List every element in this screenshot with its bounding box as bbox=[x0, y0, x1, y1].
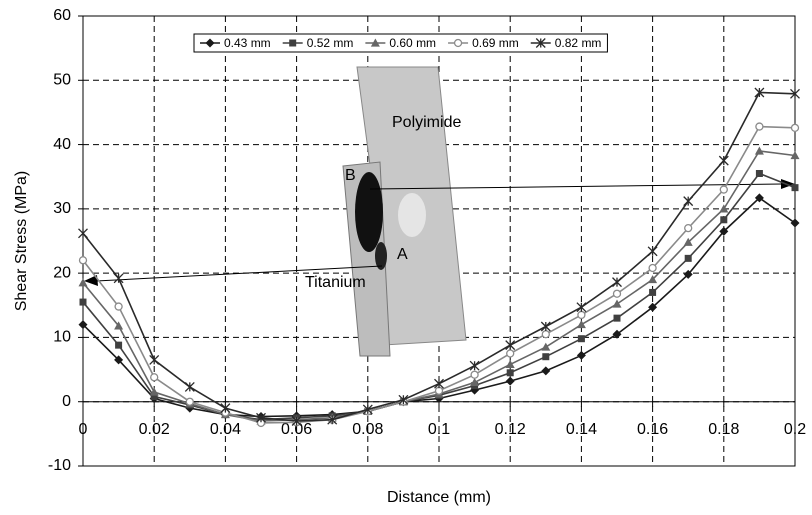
x-tick-label: 0.04 bbox=[210, 421, 241, 438]
legend-label: 0.52 mm bbox=[307, 36, 354, 50]
legend-label: 0.82 mm bbox=[555, 36, 602, 50]
data-point bbox=[614, 315, 621, 322]
data-point bbox=[542, 331, 549, 338]
y-tick-label: 60 bbox=[53, 7, 71, 24]
legend-label: 0.43 mm bbox=[224, 36, 271, 50]
data-point bbox=[614, 290, 621, 297]
data-point bbox=[115, 303, 122, 310]
data-point bbox=[115, 342, 122, 349]
data-point bbox=[578, 335, 585, 342]
legend-label: 0.60 mm bbox=[389, 36, 436, 50]
data-point bbox=[649, 289, 656, 296]
x-tick-label: 0.1 bbox=[428, 421, 450, 438]
x-tick-label: 0 bbox=[79, 421, 88, 438]
y-tick-label: 40 bbox=[53, 136, 71, 153]
legend: 0.43 mm 0.52 mm 0.60 mm 0.69 mm 0.82 mm bbox=[194, 34, 607, 52]
data-point bbox=[507, 350, 514, 357]
legend-marker bbox=[455, 40, 462, 47]
x-tick-label: 0.14 bbox=[566, 421, 597, 438]
data-point bbox=[471, 371, 478, 378]
y-tick-label: 30 bbox=[53, 200, 71, 217]
data-point bbox=[685, 225, 692, 232]
annotation: B bbox=[345, 167, 356, 184]
data-point bbox=[720, 216, 727, 223]
stress-region bbox=[398, 193, 426, 237]
data-point bbox=[436, 387, 443, 394]
x-tick-label: 0.02 bbox=[139, 421, 170, 438]
data-point bbox=[792, 124, 799, 131]
x-tick-label: 0.08 bbox=[352, 421, 383, 438]
y-tick-label: 0 bbox=[62, 393, 71, 410]
data-point bbox=[80, 257, 87, 264]
y-tick-label: -10 bbox=[48, 457, 71, 474]
page: Polyimide Titanium A B Distance (mm) She… bbox=[0, 0, 812, 515]
x-tick-label: 0.16 bbox=[637, 421, 668, 438]
chart: Polyimide Titanium A B Distance (mm) She… bbox=[0, 0, 812, 515]
data-point bbox=[685, 255, 692, 262]
data-point bbox=[756, 123, 763, 130]
data-point bbox=[542, 353, 549, 360]
data-point bbox=[151, 374, 158, 381]
x-axis-title: Distance (mm) bbox=[387, 489, 491, 506]
x-tick-label: 0.12 bbox=[495, 421, 526, 438]
data-point bbox=[578, 311, 585, 318]
y-axis-title: Shear Stress (MPa) bbox=[13, 171, 30, 311]
annotation: A bbox=[397, 246, 408, 263]
y-tick-label: 50 bbox=[53, 72, 71, 89]
annotation: Titanium bbox=[305, 274, 366, 291]
data-point bbox=[80, 299, 87, 306]
data-point bbox=[792, 184, 799, 191]
data-point bbox=[756, 170, 763, 177]
y-tick-label: 10 bbox=[53, 329, 71, 346]
data-point bbox=[649, 265, 656, 272]
y-tick-label: 20 bbox=[53, 264, 71, 281]
legend-marker bbox=[289, 40, 296, 47]
stress-region bbox=[355, 172, 383, 252]
legend-label: 0.69 mm bbox=[472, 36, 519, 50]
annotation: Polyimide bbox=[392, 114, 461, 131]
data-point bbox=[720, 186, 727, 193]
data-point bbox=[507, 369, 514, 376]
x-tick-label: 0.18 bbox=[708, 421, 739, 438]
x-tick-label: 0.2 bbox=[784, 421, 806, 438]
data-point bbox=[186, 398, 193, 405]
